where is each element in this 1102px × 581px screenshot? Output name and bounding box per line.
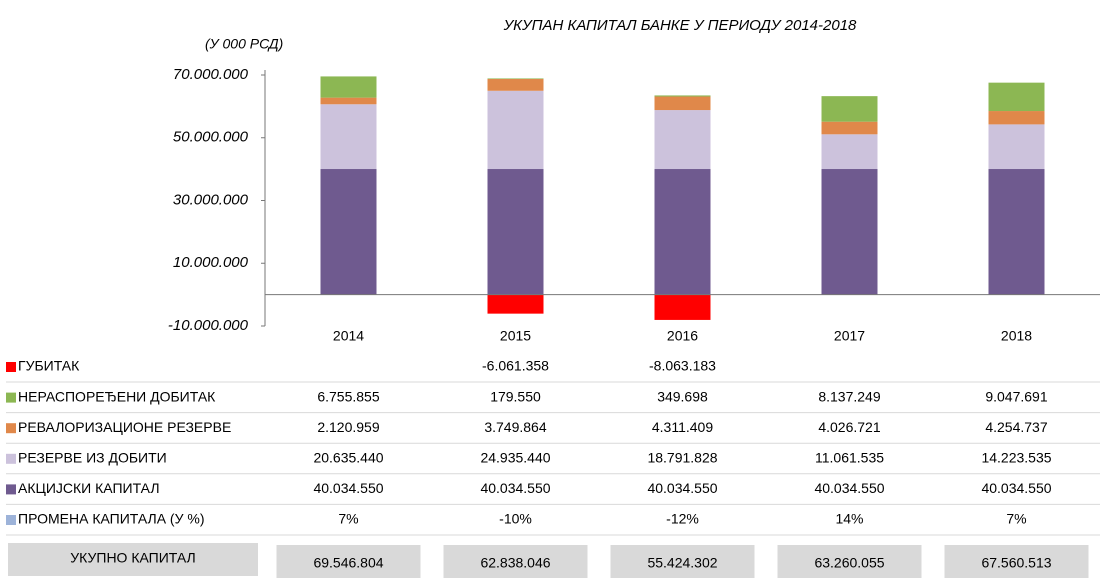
table-cell: 24.935.440 <box>480 450 550 466</box>
table-cell: 11.061.535 <box>815 450 884 466</box>
table-cell: 4.311.409 <box>652 419 713 435</box>
bar-segment <box>654 169 711 295</box>
legend-label: НЕРАСПОРЕЂЕНИ ДОБИТАК <box>18 388 216 404</box>
bar-segment <box>320 97 377 105</box>
legend-swatch <box>6 484 16 495</box>
y-tick-label: 30.000.000 <box>173 191 249 208</box>
table-cell: 6.755.855 <box>317 388 379 404</box>
table-cell: 20.635.440 <box>313 450 383 466</box>
bar-segment <box>320 76 377 98</box>
total-box <box>944 545 1089 578</box>
total-box <box>443 545 588 578</box>
unit-label: (У 000 РСД) <box>205 36 283 52</box>
table-cell: 8.137.249 <box>818 388 880 404</box>
bar-segment <box>487 78 544 80</box>
legend-swatch <box>6 392 16 403</box>
x-tick-label: 2016 <box>667 328 698 344</box>
table-cell: -12% <box>666 511 699 527</box>
bar-segment <box>988 111 1045 125</box>
table-cell: 4.254.737 <box>985 419 1047 435</box>
bar-segment <box>821 121 878 135</box>
table-cell: 349.698 <box>657 388 708 404</box>
legend-label: РЕВАЛОРИЗАЦИОНЕ РЕЗЕРВЕ <box>18 419 231 435</box>
legend-swatch <box>6 453 16 464</box>
table-cell: 40.034.550 <box>480 480 550 496</box>
table-cell: 14.223.535 <box>981 450 1051 466</box>
table-cell: 9.047.691 <box>985 388 1047 404</box>
legend-label: ПРОМЕНА КАПИТАЛА (У %) <box>18 511 204 527</box>
bar-segment <box>654 110 711 170</box>
x-tick-label: 2017 <box>834 328 865 344</box>
total-value: 63.260.055 <box>814 555 884 571</box>
x-tick-label: 2015 <box>500 328 531 344</box>
bar-segment <box>320 104 377 170</box>
table-cell: 4.026.721 <box>818 419 880 435</box>
bar-segment <box>320 169 377 295</box>
table-cell: 18.791.828 <box>647 450 717 466</box>
total-box <box>276 545 421 578</box>
y-tick-label: 50.000.000 <box>173 129 249 146</box>
bar-segment <box>654 96 711 111</box>
table-cell: 7% <box>1006 511 1026 527</box>
table-cell: -6.061.358 <box>482 358 549 374</box>
table-cell: 179.550 <box>490 388 541 404</box>
bar-segment <box>487 169 544 295</box>
legend-swatch <box>6 423 16 434</box>
table-cell: -8.063.183 <box>649 358 716 374</box>
table-cell: -10% <box>499 511 532 527</box>
table-cell: 40.034.550 <box>814 480 884 496</box>
bar-segment <box>487 79 544 91</box>
table-cell: 3.749.864 <box>484 419 546 435</box>
x-tick-label: 2018 <box>1001 328 1032 344</box>
bar-segment <box>654 294 711 320</box>
x-tick-label: 2014 <box>333 328 364 344</box>
total-box <box>777 545 922 578</box>
y-tick-label: -10.000.000 <box>168 317 249 334</box>
bar-segment <box>988 82 1045 112</box>
total-box <box>610 545 755 578</box>
total-label-box <box>8 543 258 576</box>
total-value: 69.546.804 <box>313 555 383 571</box>
table-cell: 7% <box>338 511 358 527</box>
legend-label: РЕЗЕРВЕ ИЗ ДОБИТИ <box>18 450 167 466</box>
bar-segment <box>988 169 1045 295</box>
legend-label: ГУБИТАК <box>18 358 80 374</box>
legend-swatch <box>6 515 16 525</box>
y-tick-label: 10.000.000 <box>173 254 249 271</box>
bar-segment <box>988 124 1045 170</box>
chart-title: УКУПАН КАПИТАЛ БАНКЕ У ПЕРИОДУ 2014-2018 <box>503 17 857 34</box>
bar-segment <box>821 134 878 170</box>
table-cell: 40.034.550 <box>647 480 717 496</box>
bar-segment <box>487 90 544 170</box>
total-value: 55.424.302 <box>647 555 717 571</box>
total-value: 67.560.513 <box>981 555 1051 571</box>
total-label: УКУПНО КАПИТАЛ <box>70 550 195 566</box>
table-cell: 2.120.959 <box>317 419 379 435</box>
total-value: 62.838.046 <box>480 555 550 571</box>
bar-segment <box>487 294 544 314</box>
bar-segment <box>821 169 878 295</box>
legend-swatch <box>6 362 16 372</box>
table-cell: 14% <box>835 511 863 527</box>
table-cell: 40.034.550 <box>981 480 1051 496</box>
bar-segment <box>821 96 878 122</box>
legend-label: АКЦИЈСКИ КАПИТАЛ <box>18 480 160 496</box>
table-cell: 40.034.550 <box>313 480 383 496</box>
y-tick-label: 70.000.000 <box>173 66 249 83</box>
bar-segment <box>654 95 711 97</box>
